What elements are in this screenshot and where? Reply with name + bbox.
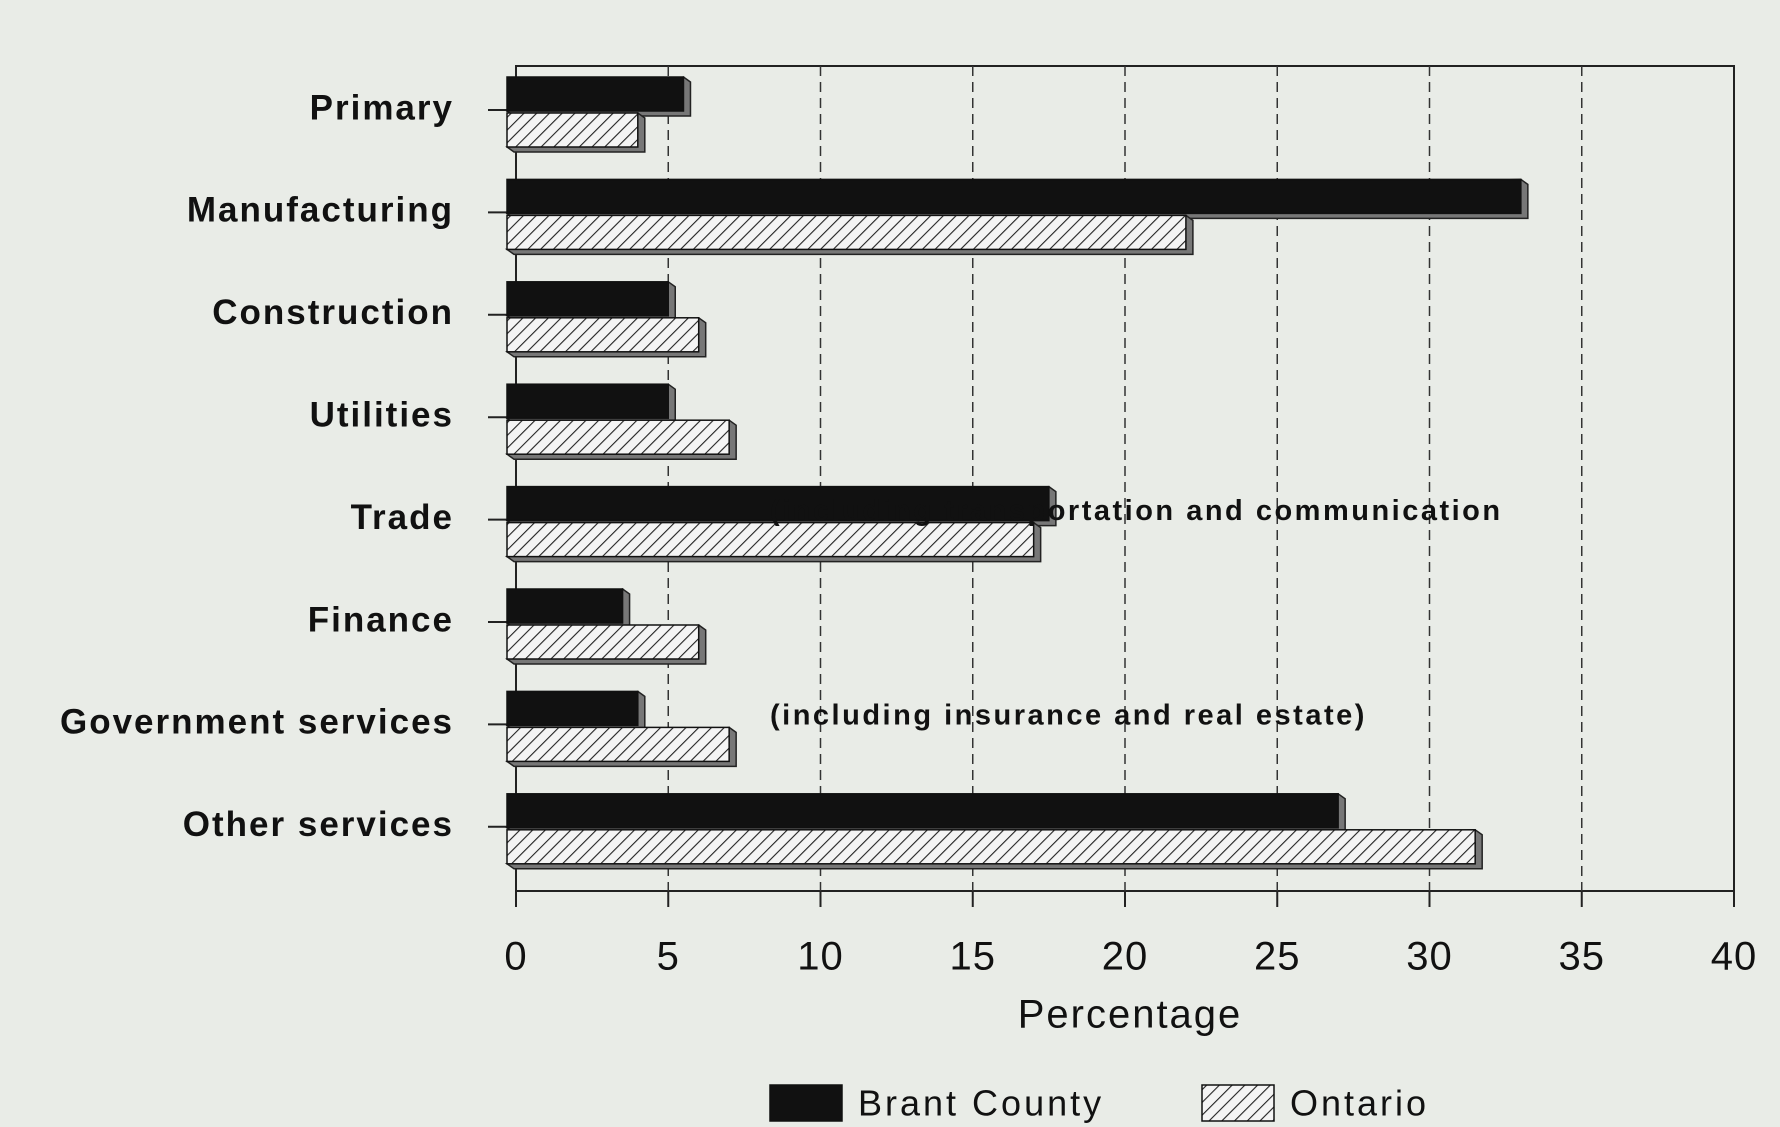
y-tick-label: Construction bbox=[212, 293, 454, 332]
y-tick-label: Other services bbox=[183, 805, 454, 844]
bar bbox=[506, 829, 1476, 865]
bar bbox=[506, 76, 685, 112]
legend-label: Brant County bbox=[858, 1083, 1104, 1124]
bar bbox=[506, 383, 669, 419]
x-tick-label: 25 bbox=[1254, 935, 1301, 979]
legend-swatch bbox=[769, 1084, 843, 1122]
bar bbox=[506, 112, 639, 148]
x-tick-label: 40 bbox=[1711, 935, 1758, 979]
legend-label: Ontario bbox=[1290, 1083, 1429, 1124]
y-tick-label: Finance bbox=[308, 600, 454, 639]
legend-swatch bbox=[1201, 1084, 1275, 1122]
y-tick-label: Primary bbox=[310, 88, 454, 127]
bar bbox=[506, 521, 1035, 558]
y-tick-label: Manufacturing bbox=[187, 191, 454, 230]
bar bbox=[506, 178, 1522, 215]
x-tick-label: 0 bbox=[504, 935, 527, 979]
bar bbox=[506, 214, 1187, 251]
bar bbox=[506, 726, 730, 763]
bar bbox=[506, 624, 700, 660]
bar bbox=[506, 485, 1050, 522]
annotation: (including insurance and real estate) bbox=[770, 700, 1367, 732]
y-tick-label: Trade bbox=[351, 498, 454, 537]
x-tick-label: 20 bbox=[1102, 935, 1149, 979]
bar bbox=[506, 588, 624, 624]
bar bbox=[506, 419, 730, 455]
bar bbox=[506, 690, 639, 727]
x-tick-label: 35 bbox=[1559, 935, 1606, 979]
bar bbox=[506, 317, 700, 353]
y-tick-label: Government services bbox=[60, 703, 454, 742]
x-axis-label: Percentage bbox=[1018, 993, 1243, 1037]
annotation: (including transportation and communicat… bbox=[770, 495, 1503, 527]
x-tick-label: 10 bbox=[797, 935, 844, 979]
y-tick-label: Utilities bbox=[310, 395, 454, 434]
bar bbox=[506, 793, 1339, 829]
bar bbox=[506, 281, 669, 317]
x-tick-label: 30 bbox=[1406, 935, 1453, 979]
x-tick-label: 15 bbox=[950, 935, 997, 979]
x-tick-label: 5 bbox=[657, 935, 680, 979]
